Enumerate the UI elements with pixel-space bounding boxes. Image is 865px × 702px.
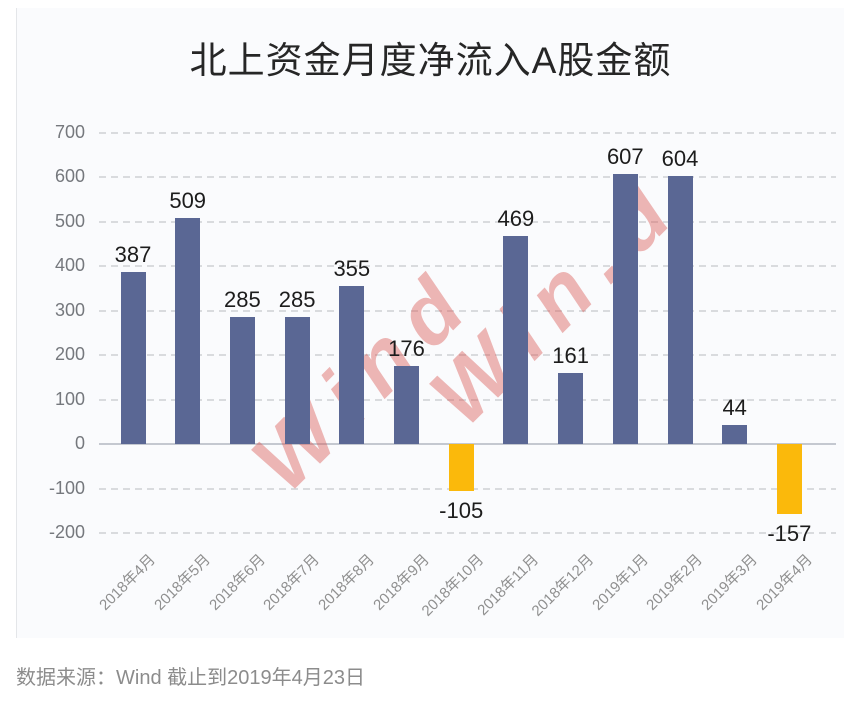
bar-value-label: 387 [114,242,152,268]
bar [448,444,474,491]
bar-value-label: 285 [224,287,261,313]
bar [394,365,419,445]
bar-value-label: 607 [606,144,644,170]
gridline [99,532,836,534]
y-tick-label: 400 [54,255,85,276]
y-tick-label: 500 [54,210,85,231]
y-tick-label: -100 [48,477,85,498]
y-tick-label: 600 [54,166,85,187]
bar [339,286,365,445]
y-tick-label: 300 [54,299,85,320]
x-axis-label: 2018年8月 [315,551,378,614]
chart-title: 北上资金月度净流入A股金额 [189,40,672,81]
x-axis-label: 2019年2月 [643,551,707,614]
plot-area: 7006005004003002001000-100-200WindWin.d3… [49,122,836,620]
bar [722,424,748,445]
y-tick-label: 200 [54,344,85,365]
gridline [99,265,836,268]
y-tick-label: -200 [48,522,85,542]
chart-panel: 北上资金月度净流入A股金额 700 600 500 400 300 200 100 0 -100… [16,8,844,638]
gridline [99,132,836,134]
bar [776,444,802,514]
x-axis-label: 2018年7月 [260,551,324,614]
bar [558,372,584,445]
x-axis-label: 2019年4月 [752,551,816,614]
bar-value-label: 285 [278,287,316,313]
x-axis-label: 2019年3月 [698,551,761,614]
bar [284,317,310,445]
bar [175,217,201,445]
bar [503,235,529,445]
bar [229,317,255,445]
bar-value-label: 176 [388,335,425,361]
bar-value-label: 355 [333,256,371,282]
y-tick-label: 100 [54,388,85,409]
gridline [99,176,836,179]
bar-value-label: 509 [169,187,207,213]
gridline [99,220,836,223]
gridline [99,309,836,312]
bar-value-label: 604 [661,145,699,171]
x-axis-label: 2018年5月 [151,551,214,614]
bar-value-label: 44 [722,394,747,420]
bar [612,174,638,445]
bar [667,175,693,445]
bar-value-label: -105 [439,497,484,523]
bar [120,272,146,445]
bar-value-label: 161 [552,342,589,368]
gridline [99,354,836,357]
x-axis-label: 2018年4月 [96,551,160,614]
x-axis-label: 2018年6月 [205,551,269,614]
source-note: 数据来源：Wind 截止到2019年4月23日 [16,667,365,689]
y-tick-label: 0 [74,433,85,454]
bar-value-label: -157 [767,520,812,546]
gridline [99,398,836,401]
x-axis-label: 2019年1月 [588,551,652,614]
bar-value-label: 469 [497,205,535,231]
y-tick-label: 700 [54,122,85,142]
